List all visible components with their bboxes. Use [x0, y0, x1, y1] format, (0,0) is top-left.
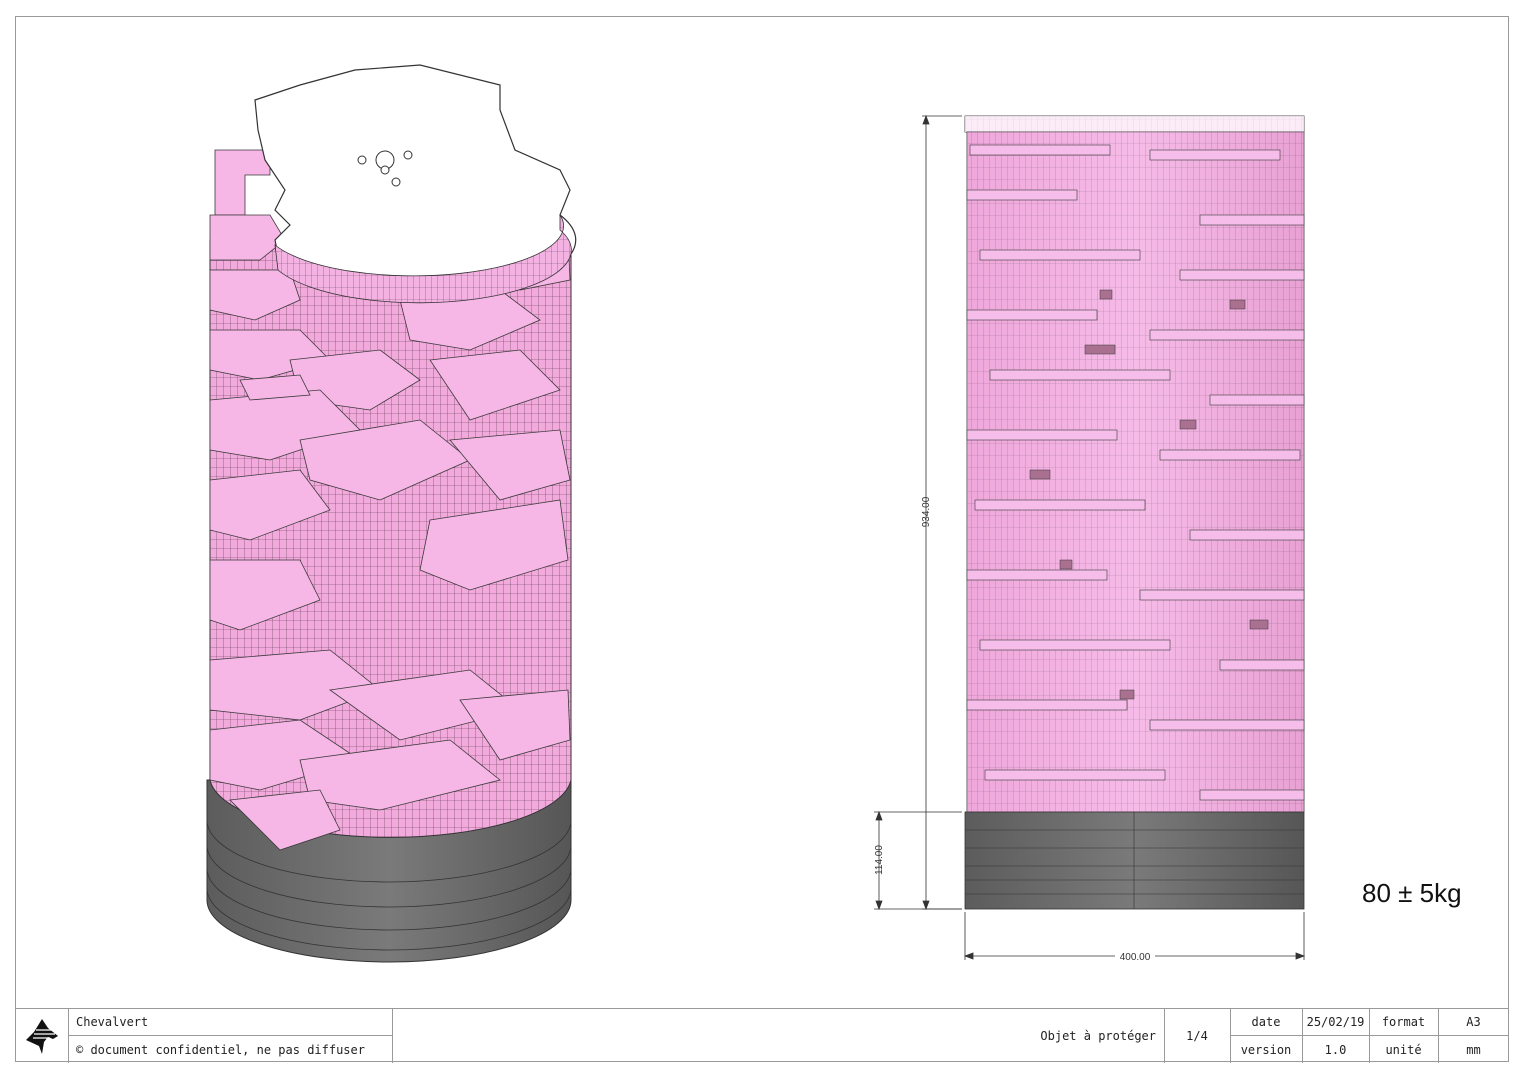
dim-width-label: 400.00 — [1120, 952, 1151, 963]
iso-fragments — [209, 149, 571, 851]
format-label: format — [1381, 1015, 1426, 1029]
dim-base-height-label: 114.00 — [874, 845, 885, 875]
page-number: 1/4 — [1186, 1029, 1208, 1043]
unit-value: mm — [1466, 1042, 1481, 1057]
format-value: A3 — [1466, 1015, 1481, 1029]
company-name: Chevalvert — [76, 1015, 149, 1029]
elevation-base — [964, 811, 1305, 910]
weight-label: 80 ± 5kg — [1362, 878, 1462, 908]
isometric-view — [206, 64, 577, 963]
horse-head-icon — [25, 1019, 58, 1054]
date-label: date — [1251, 1015, 1281, 1029]
technical-drawing: 934.00 114.00 400.00 — [206, 64, 1306, 963]
unit-label: unité — [1385, 1042, 1422, 1057]
title-block: Chevalvert © document confidentiel, ne p… — [15, 1008, 1509, 1063]
elevation-bricks — [966, 144, 1305, 801]
front-elevation: 934.00 114.00 400.00 — [874, 114, 1306, 963]
date-value: 25/02/19 — [1306, 1015, 1365, 1029]
version-value: 1.0 — [1324, 1042, 1347, 1057]
object-title: Objet à protéger — [1040, 1029, 1156, 1043]
version-label: version — [1240, 1042, 1292, 1057]
elevation-dark-bricks — [1029, 289, 1269, 700]
dim-total-height-label: 934.00 — [921, 496, 932, 527]
confidential-notice: © document confidentiel, ne pas diffuser — [76, 1042, 365, 1057]
logo — [15, 1009, 68, 1063]
drawing-sheet-frame — [15, 16, 1509, 1062]
dimension-base-height — [874, 810, 962, 911]
